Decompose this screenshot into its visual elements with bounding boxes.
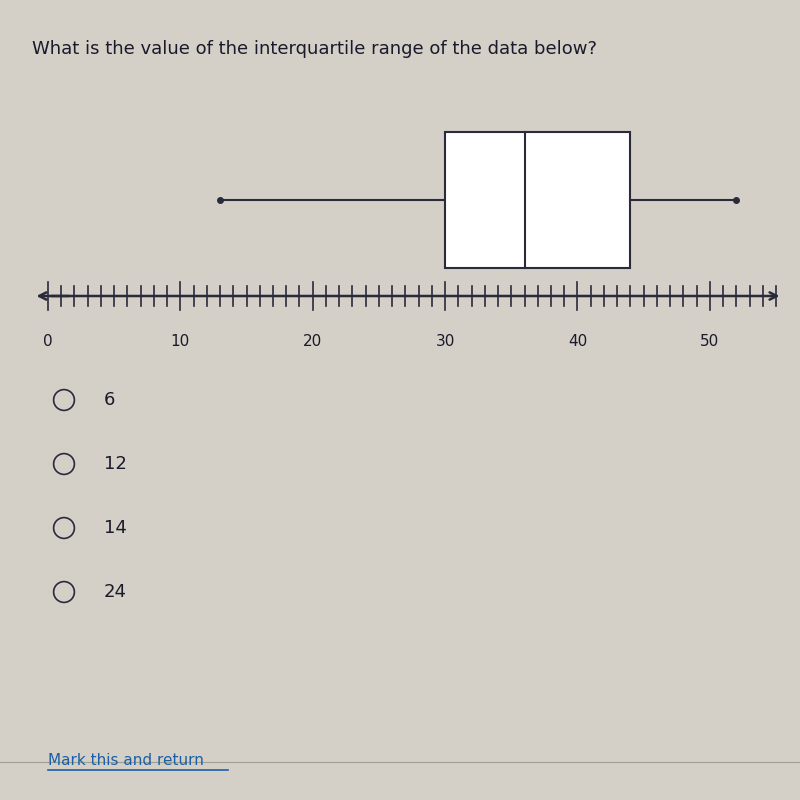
Text: 30: 30 (435, 334, 454, 350)
Text: 14: 14 (104, 519, 127, 537)
Text: 50: 50 (700, 334, 719, 350)
Text: What is the value of the interquartile range of the data below?: What is the value of the interquartile r… (32, 40, 597, 58)
Text: Mark this and return: Mark this and return (48, 753, 204, 768)
Text: 10: 10 (170, 334, 190, 350)
Text: 24: 24 (104, 583, 127, 601)
Text: 0: 0 (43, 334, 53, 350)
Text: 20: 20 (303, 334, 322, 350)
Text: 40: 40 (568, 334, 587, 350)
Text: 12: 12 (104, 455, 127, 473)
FancyBboxPatch shape (445, 132, 630, 268)
Text: 6: 6 (104, 391, 115, 409)
